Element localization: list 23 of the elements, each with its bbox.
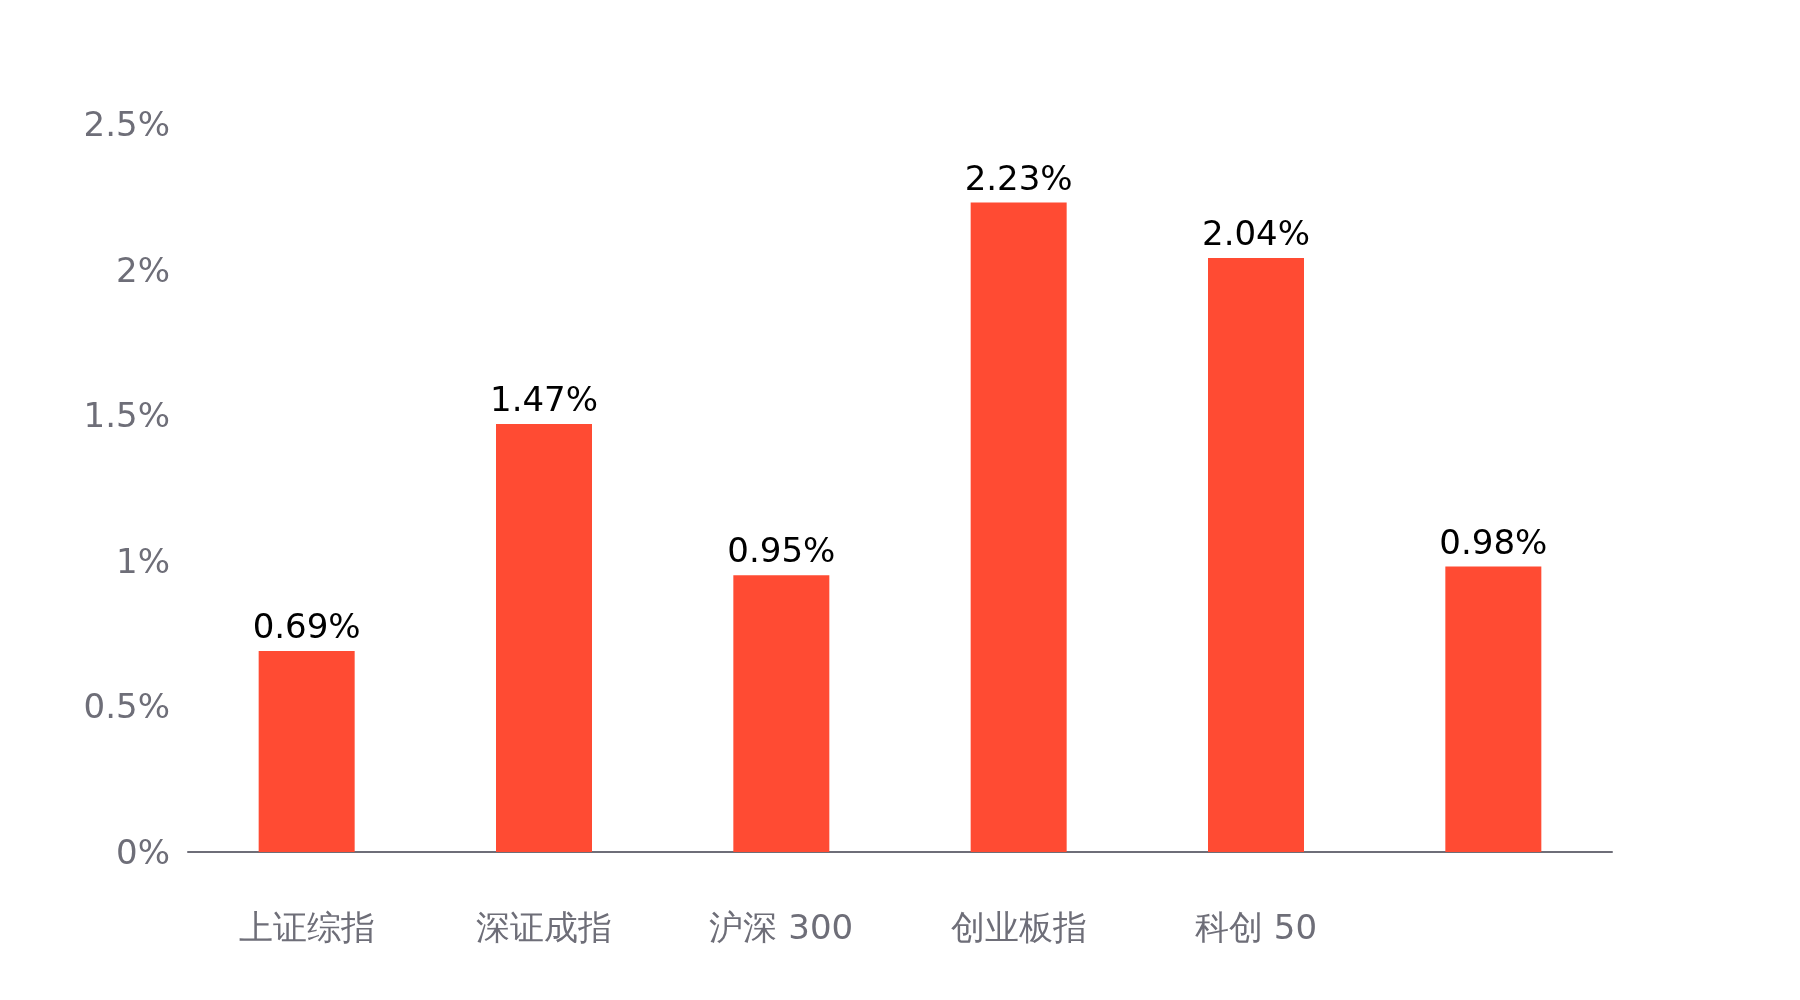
data-label: 2.04%	[1201, 212, 1311, 253]
data-label: 1.47%	[489, 378, 599, 419]
data-label: 0.69%	[252, 606, 361, 647]
y-tick-label: 1%	[116, 540, 170, 581]
x-tick-label: 创业板指	[950, 907, 1087, 947]
x-tick-label: 深证成指	[476, 907, 612, 947]
bar	[1445, 566, 1542, 852]
data-label: 0.98%	[1439, 521, 1548, 562]
x-tick-label: 上证综指	[238, 907, 375, 947]
bar	[258, 651, 355, 852]
bar	[970, 202, 1067, 852]
bar	[1208, 257, 1304, 852]
bar	[496, 423, 592, 852]
y-tick-label: 0.5%	[83, 686, 170, 727]
y-tick-label: 0%	[116, 832, 170, 872]
x-tick-label: 沪深 300	[709, 907, 854, 947]
bar	[733, 575, 830, 852]
x-tick-label: 科创 50	[1194, 907, 1318, 947]
data-label: 2.23%	[964, 157, 1073, 198]
y-tick-label: 2.5%	[83, 104, 170, 144]
y-tick-label: 1.5%	[83, 395, 170, 436]
y-tick-label: 2%	[116, 249, 170, 290]
data-label: 0.95%	[727, 530, 836, 571]
